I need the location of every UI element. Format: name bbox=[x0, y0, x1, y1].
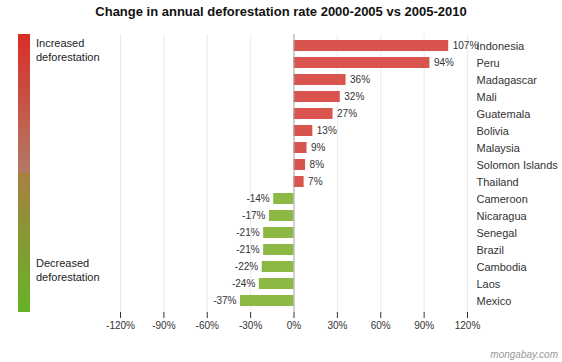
svg-text:-60%: -60% bbox=[196, 320, 219, 331]
svg-text:-17%: -17% bbox=[242, 210, 265, 221]
svg-text:13%: 13% bbox=[317, 125, 337, 136]
svg-text:Madagascar: Madagascar bbox=[477, 74, 538, 86]
svg-text:Senegal: Senegal bbox=[477, 227, 517, 239]
svg-text:Thailand: Thailand bbox=[477, 176, 519, 188]
svg-text:94%: 94% bbox=[434, 57, 454, 68]
svg-text:36%: 36% bbox=[350, 74, 370, 85]
svg-text:Mali: Mali bbox=[477, 91, 497, 103]
svg-text:Mexico: Mexico bbox=[477, 295, 512, 307]
svg-text:-90%: -90% bbox=[152, 320, 175, 331]
html-text:mongabay.com: mongabay.com bbox=[490, 349, 558, 360]
svg-text:-14%: -14% bbox=[246, 193, 269, 204]
html-text:Decreased deforestation: Decreased deforestation bbox=[36, 257, 100, 284]
svg-text:-21%: -21% bbox=[236, 244, 259, 255]
svg-text:-21%: -21% bbox=[236, 227, 259, 238]
svg-text:7%: 7% bbox=[308, 176, 323, 187]
svg-text:32%: 32% bbox=[344, 91, 364, 102]
html-text:Change in annual deforestation: Change in annual deforestation rate 2000… bbox=[95, 4, 467, 19]
svg-text:Laos: Laos bbox=[477, 278, 501, 290]
svg-text:Peru: Peru bbox=[477, 57, 500, 69]
svg-text:Brazil: Brazil bbox=[477, 244, 505, 256]
svg-text:0%: 0% bbox=[287, 320, 302, 331]
svg-text:27%: 27% bbox=[337, 108, 357, 119]
svg-text:-22%: -22% bbox=[235, 261, 258, 272]
svg-text:-37%: -37% bbox=[213, 295, 236, 306]
svg-text:Indonesia: Indonesia bbox=[477, 40, 526, 52]
svg-text:Cambodia: Cambodia bbox=[477, 261, 528, 273]
svg-text:Solomon Islands: Solomon Islands bbox=[477, 159, 559, 171]
svg-text:Bolivia: Bolivia bbox=[477, 125, 510, 137]
svg-text:Malaysia: Malaysia bbox=[477, 142, 521, 154]
svg-text:107%: 107% bbox=[453, 40, 479, 51]
svg-text:-120%: -120% bbox=[106, 320, 135, 331]
html-text:Increased deforestation: Increased deforestation bbox=[36, 37, 100, 64]
svg-text:30%: 30% bbox=[327, 320, 347, 331]
svg-text:120%: 120% bbox=[455, 320, 481, 331]
svg-text:Guatemala: Guatemala bbox=[477, 108, 532, 120]
svg-text:-30%: -30% bbox=[239, 320, 262, 331]
svg-text:8%: 8% bbox=[310, 159, 325, 170]
svg-text:Cameroon: Cameroon bbox=[477, 193, 528, 205]
svg-text:Nicaragua: Nicaragua bbox=[477, 210, 528, 222]
svg-text:60%: 60% bbox=[371, 320, 391, 331]
svg-text:-24%: -24% bbox=[232, 278, 255, 289]
svg-text:90%: 90% bbox=[414, 320, 434, 331]
svg-text:9%: 9% bbox=[311, 142, 326, 153]
